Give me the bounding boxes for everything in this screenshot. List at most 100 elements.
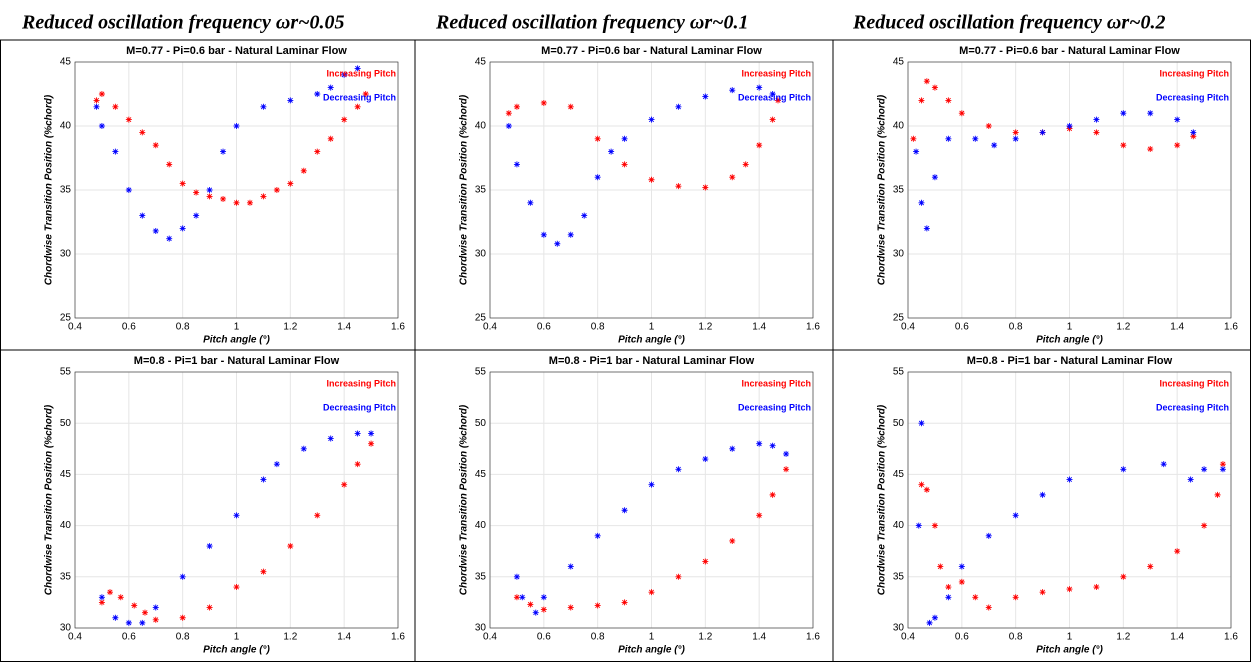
x-tick-label: 0.8 [176,322,190,333]
data-point [98,594,105,601]
data-point [1174,142,1181,149]
data-point [300,445,307,452]
data-point [260,568,267,575]
x-axis-label: Pitch angle (°) [1036,335,1103,346]
x-tick-label: 1.4 [752,632,766,643]
x-tick-label: 1.6 [1224,632,1238,643]
data-point [1039,491,1046,498]
data-point [260,193,267,200]
data-point [519,594,526,601]
x-tick-label: 0.6 [122,632,136,643]
chart-title: M=0.8 - Pi=1 bar - Natural Laminar Flow [134,355,340,367]
data-point [152,604,159,611]
data-point [1219,466,1226,473]
data-point [1120,110,1127,117]
data-point [1093,584,1100,591]
data-point [287,180,294,187]
data-point [769,442,776,449]
data-point [985,604,992,611]
axes-box [907,61,1232,319]
data-point [923,78,930,85]
data-point [702,184,709,191]
data-point [233,199,240,206]
data-point [594,135,601,142]
y-tick-label: 35 [893,185,905,196]
y-tick-label: 50 [893,418,905,429]
y-tick-label: 35 [60,185,72,196]
x-tick-label: 0.6 [955,632,969,643]
data-point [206,543,213,550]
data-point [648,176,655,183]
y-tick-label: 30 [60,249,72,260]
data-point [926,619,933,626]
data-point [233,584,240,591]
data-point [233,123,240,129]
data-point [675,103,682,110]
y-tick-label: 40 [60,520,72,531]
data-point [985,123,992,129]
y-axis-label: Chordwise Transition Position (%chord) [877,94,888,285]
legend-entry: Increasing Pitch [1159,378,1229,388]
x-axis-label: Pitch angle (°) [618,335,685,346]
y-tick-label: 30 [475,249,487,260]
data-point [675,466,682,473]
data-point [540,594,547,601]
data-point [287,543,294,550]
legend-entry: Increasing Pitch [1159,68,1229,78]
data-point [931,84,938,91]
y-tick-label: 35 [60,571,72,582]
data-point [273,187,280,193]
data-point [918,199,925,206]
data-point [206,187,213,193]
data-point [1174,548,1181,555]
x-tick-label: 0.6 [955,322,969,333]
y-axis-label: Chordwise Transition Position (%chord) [459,94,470,285]
data-point [112,614,119,621]
data-point [1012,129,1019,136]
data-point [1201,522,1208,529]
x-tick-label: 0.8 [1009,632,1023,643]
data-point [702,558,709,565]
y-tick-label: 25 [60,313,72,324]
data-point [106,589,113,596]
y-axis-label: Chordwise Transition Position (%chord) [459,404,470,595]
legend-entry: Decreasing Pitch [1156,402,1229,412]
x-tick-label: 1.4 [1170,322,1184,333]
data-point [354,461,361,468]
legend-entry: Increasing Pitch [326,68,396,78]
data-point [166,235,173,242]
legend-entry: Decreasing Pitch [323,402,396,412]
data-point [923,225,930,232]
x-tick-label: 0.8 [1009,322,1023,333]
x-tick-label: 1.2 [698,322,712,333]
data-point [675,183,682,190]
data-point [327,435,334,442]
data-point [179,573,186,580]
data-point [913,148,920,155]
y-tick-label: 40 [893,121,905,132]
data-point [1214,491,1221,498]
data-point [98,91,105,97]
data-point [985,532,992,539]
data-point [675,573,682,580]
data-point [220,148,227,155]
data-point [354,65,361,72]
y-tick-label: 25 [893,313,905,324]
data-point [139,212,146,219]
data-point [314,148,321,155]
data-point [648,116,655,123]
data-point [756,84,763,91]
chart-title: M=0.77 - Pi=0.6 bar - Natural Laminar Fl… [541,45,762,57]
x-tick-label: 0.4 [901,632,915,643]
x-tick-label: 0.8 [591,322,605,333]
data-point [1187,476,1194,483]
data-point [314,512,321,519]
y-tick-label: 30 [60,623,72,634]
data-point [527,199,534,206]
data-point [513,161,520,168]
data-point [918,420,925,427]
data-point [567,103,574,110]
data-point [621,507,628,514]
data-point [513,103,520,110]
